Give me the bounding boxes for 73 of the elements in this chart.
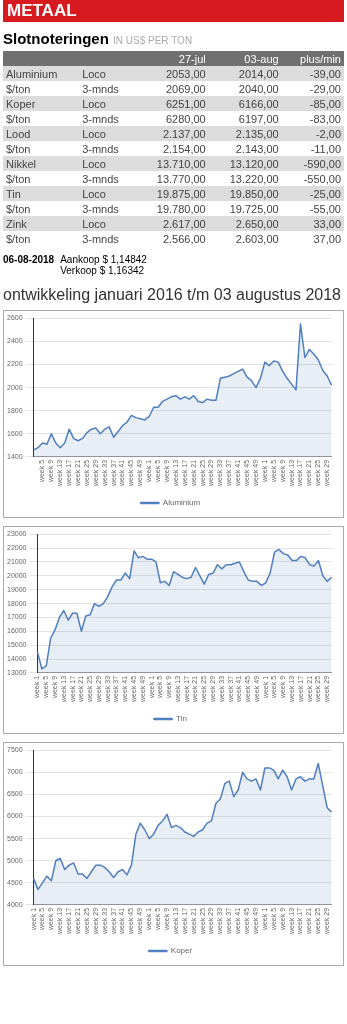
- text: 2.137,00: [135, 126, 209, 141]
- text: -85,00: [281, 96, 344, 111]
- text: -39,00: [281, 66, 344, 81]
- text: 2053,00: [135, 66, 209, 81]
- text: Loco: [79, 66, 136, 81]
- legend-label: Aluminium: [162, 498, 201, 508]
- text: 2040,00: [237, 81, 280, 96]
- text: 6197,00: [237, 111, 280, 126]
- text: Zink: [3, 216, 80, 231]
- text: METAAL: [3, 0, 344, 22]
- text: -55,00: [308, 201, 342, 216]
- text: 2.135,00: [208, 126, 282, 141]
- text: Verkoop $ 1,16342: [60, 265, 146, 276]
- text: -11,00: [309, 141, 342, 156]
- text: -550,00: [302, 171, 342, 186]
- text: $/ton: [5, 111, 32, 126]
- text: 37,00: [312, 231, 342, 246]
- text: 19.875,00: [135, 186, 209, 201]
- text: 6166,00: [208, 96, 282, 111]
- text: 03-aug: [208, 51, 282, 66]
- text: 27-jul: [135, 51, 209, 66]
- text: 3-mnds: [81, 171, 120, 186]
- text: Loco: [79, 126, 136, 141]
- text: -29,00: [308, 81, 342, 96]
- text: 2.650,00: [208, 216, 282, 231]
- text: 2.603,00: [234, 231, 280, 246]
- text: 2.143,00: [234, 141, 280, 156]
- text: 6280,00: [164, 111, 207, 126]
- text: 3-mnds: [81, 141, 120, 156]
- text: 2.154,00: [161, 141, 207, 156]
- text: Lood: [3, 126, 80, 141]
- text: 13.770,00: [155, 171, 207, 186]
- text: 2069,00: [164, 81, 207, 96]
- text: Aankoop $ 1,14842: [60, 254, 147, 265]
- text: $/ton: [5, 141, 32, 156]
- text: $/ton: [5, 231, 32, 246]
- text: $/ton: [5, 81, 32, 96]
- text: 3-mnds: [81, 231, 120, 246]
- text: Loco: [79, 156, 136, 171]
- text: 19.780,00: [155, 201, 207, 216]
- text: Tin: [3, 186, 80, 201]
- text: 13.220,00: [228, 171, 280, 186]
- text: -590,00: [281, 156, 344, 171]
- text: plus/min: [281, 51, 344, 66]
- text: 2.566,00: [161, 231, 207, 246]
- text: 19.725,00: [228, 201, 280, 216]
- text: 3-mnds: [81, 201, 120, 216]
- text: 3-mnds: [81, 81, 120, 96]
- text: 6251,00: [135, 96, 209, 111]
- text: Loco: [79, 186, 136, 201]
- chart-title: ontwikkeling januari 2016 t/m 03 augustus 2018: [3, 286, 342, 304]
- text: 13.120,00: [208, 156, 282, 171]
- text: 3-mnds: [81, 111, 120, 126]
- text: Loco: [79, 216, 136, 231]
- text: -25,00: [281, 186, 344, 201]
- text: $/ton: [5, 171, 32, 186]
- text: 19.850,00: [208, 186, 282, 201]
- legend-label: Tin: [176, 714, 187, 724]
- text: 33,00: [281, 216, 344, 231]
- text: 06-08-2018: [3, 254, 55, 267]
- legend-label: Koper: [170, 946, 193, 956]
- text: $/ton: [5, 201, 32, 216]
- text: IN US$ PER TON: [113, 35, 193, 46]
- text: -2,00: [281, 126, 344, 141]
- text: -83,00: [308, 111, 342, 126]
- text: Loco: [79, 96, 136, 111]
- text: 13.710,00: [135, 156, 209, 171]
- text: Nikkel: [3, 156, 80, 171]
- text: Koper: [3, 96, 80, 111]
- text: Aluminium: [3, 66, 80, 81]
- text: Slotnoteringen: [3, 30, 109, 47]
- text: 2014,00: [208, 66, 282, 81]
- text: 2.617,00: [135, 216, 209, 231]
